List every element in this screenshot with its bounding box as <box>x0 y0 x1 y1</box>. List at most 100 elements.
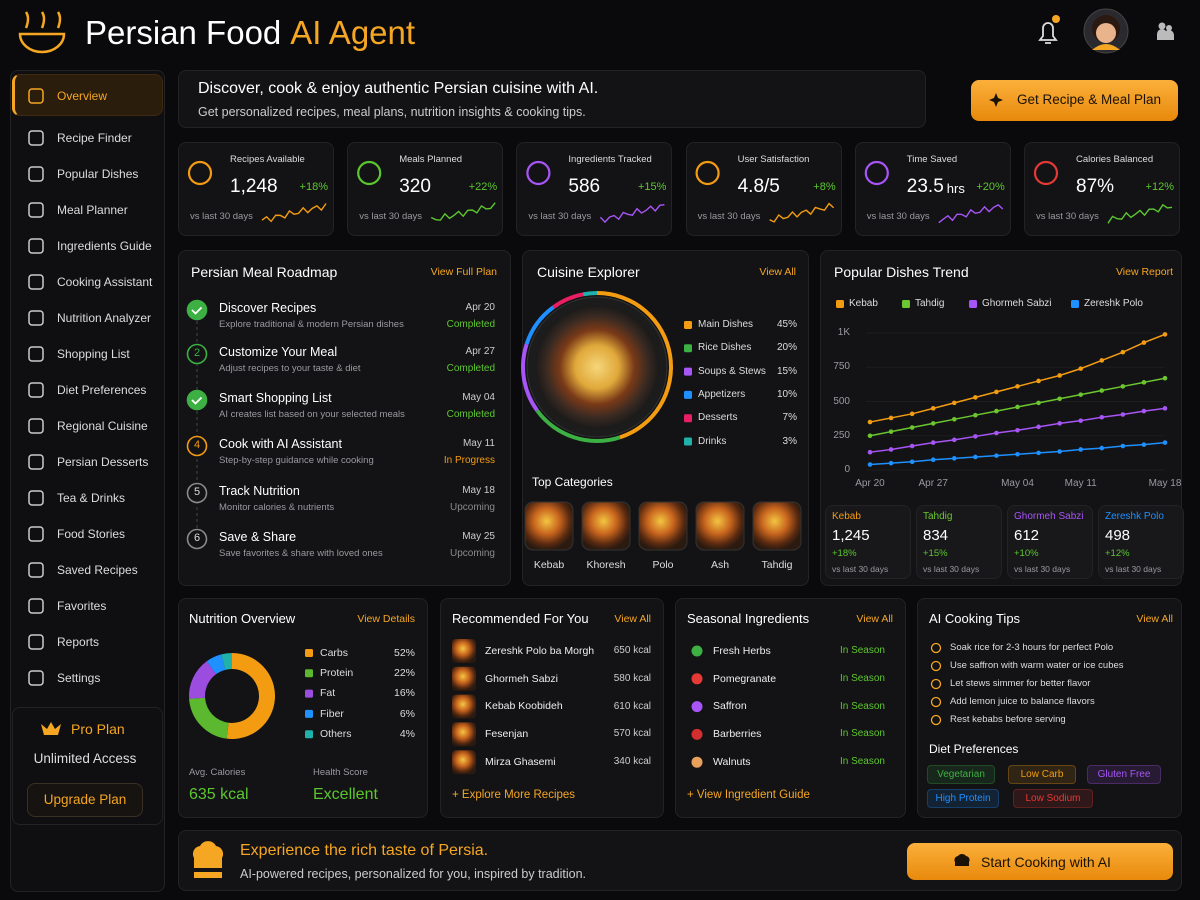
nav-item[interactable]: Recipe Finder <box>57 130 132 145</box>
nav-item[interactable]: Persian Desserts <box>57 454 149 469</box>
summary-value: 612 <box>1014 527 1040 544</box>
stat-icon <box>187 160 213 186</box>
recipe-name[interactable]: Ghormeh Sabzi <box>485 672 558 685</box>
summary-period: vs last 30 days <box>832 563 889 574</box>
nav-icon <box>28 526 44 542</box>
panel-link[interactable]: View Full Plan <box>430 265 497 278</box>
nav-item[interactable]: Saved Recipes <box>57 562 138 577</box>
tip-icon <box>930 660 942 672</box>
stat-period: vs last 30 days <box>697 211 761 223</box>
recipe-name[interactable]: Zereshk Polo ba Morgh <box>485 644 595 657</box>
panel-link[interactable]: View Report <box>1115 265 1173 278</box>
upgrade-button-label[interactable]: Upgrade Plan <box>43 791 127 807</box>
category-label[interactable]: Tahdig <box>761 558 793 571</box>
stat-period: vs last 30 days <box>1036 211 1099 223</box>
stat-period: vs last 30 days <box>359 211 423 223</box>
nav-item[interactable]: Shopping List <box>57 346 130 361</box>
users-icon[interactable] <box>1157 22 1174 41</box>
diet-tag-label[interactable]: Low Carb <box>1020 768 1064 780</box>
trend-point <box>973 454 978 460</box>
diet-tag <box>1013 789 1093 808</box>
trend-point <box>1141 340 1147 345</box>
panel-link[interactable]: View Details <box>357 612 415 625</box>
panel-title: Popular Dishes Trend <box>834 263 969 280</box>
nav-item[interactable]: Popular Dishes <box>57 166 139 181</box>
trend-point <box>1036 450 1041 456</box>
legend-swatch <box>969 300 977 308</box>
trend-point <box>1162 332 1168 337</box>
diet-tag-label[interactable]: Gluten Free <box>1097 768 1151 780</box>
cta-button-label[interactable]: Start Cooking with AI <box>981 853 1111 870</box>
panel-link[interactable]: View All <box>759 265 796 278</box>
notification-bell[interactable] <box>1038 15 1060 44</box>
nav-item[interactable]: Overview <box>57 88 108 103</box>
nav-item[interactable]: Settings <box>57 670 101 685</box>
hero-button-label[interactable]: Get Recipe & Meal Plan <box>1017 91 1162 107</box>
seasonal-panel <box>675 598 906 818</box>
trend-point <box>1015 451 1020 457</box>
ingredient-icon <box>691 645 703 657</box>
panel-link[interactable]: View All <box>1136 612 1173 625</box>
category-label[interactable]: Kebab <box>533 558 565 571</box>
trend-point <box>994 408 999 414</box>
step-title: Discover Recipes <box>219 300 317 315</box>
diet-tag <box>1087 765 1161 784</box>
nav-item[interactable]: Tea & Drinks <box>57 490 126 505</box>
legend-value: 15% <box>776 365 797 377</box>
diet-tag <box>1008 765 1076 784</box>
check-icon <box>191 306 203 315</box>
step-date: Apr 27 <box>465 346 495 357</box>
panel-link[interactable]: View All <box>614 612 651 625</box>
ingredient-status: In Season <box>839 672 885 684</box>
category-label[interactable]: Khoresh <box>586 558 626 571</box>
step-marker <box>186 299 208 321</box>
recipe-name[interactable]: Kebab Koobideh <box>485 700 563 713</box>
diet-tag-label[interactable]: Vegetarian <box>937 768 985 780</box>
step-status: Upcoming <box>449 502 495 513</box>
trend-point <box>909 425 915 430</box>
tip-text: Let stews simmer for better flavor <box>950 678 1091 690</box>
nav-item[interactable]: Meal Planner <box>57 202 128 217</box>
category-image <box>752 501 802 551</box>
step-marker <box>186 343 208 365</box>
step-date: May 18 <box>462 485 495 496</box>
trend-point <box>867 449 873 455</box>
stat-label: Recipes Available <box>230 154 305 166</box>
panel-link[interactable]: View All <box>856 612 893 625</box>
tip-icon <box>930 714 942 726</box>
recipe-name[interactable]: Mirza Ghasemi <box>485 755 556 768</box>
trend-point <box>1120 443 1126 449</box>
category-label[interactable]: Polo <box>652 558 674 571</box>
nav-item[interactable]: Ingredients Guide <box>57 238 152 253</box>
stat-label: Time Saved <box>906 154 958 166</box>
trend-point <box>867 433 873 439</box>
trend-point <box>1099 358 1105 363</box>
nav-item[interactable]: Cooking Assistant <box>57 274 153 289</box>
nav-item[interactable]: Favorites <box>57 598 107 613</box>
nav-item[interactable]: Regional Cuisine <box>57 418 148 433</box>
nav-item[interactable]: Nutrition Analyzer <box>57 310 152 325</box>
footer-link[interactable]: + View Ingredient Guide <box>687 789 810 802</box>
title-main: Persian Food <box>85 14 282 51</box>
nav-icon <box>28 670 44 686</box>
stat-icon <box>357 160 382 186</box>
stat-label: Calories Balanced <box>1076 154 1154 166</box>
nav-icon <box>28 634 44 650</box>
step-number: 4 <box>193 439 201 452</box>
recipe-calories: 610 kcal <box>613 700 651 712</box>
legend-label: Protein <box>320 667 354 679</box>
nav-item[interactable]: Diet Preferences <box>57 382 147 397</box>
recipe-thumbnail <box>452 722 476 747</box>
recipe-name[interactable]: Fesenjan <box>485 728 529 741</box>
user-avatar[interactable] <box>1083 8 1129 54</box>
legend-value: 3% <box>782 435 797 447</box>
diet-tag-label[interactable]: High Protein <box>935 792 991 804</box>
trend-point <box>909 443 915 449</box>
diet-tag-label[interactable]: Low Sodium <box>1025 792 1081 804</box>
check-icon <box>191 396 203 405</box>
footer-link[interactable]: + Explore More Recipes <box>452 789 576 802</box>
nav-item[interactable]: Reports <box>57 634 100 649</box>
nav-item[interactable]: Food Stories <box>57 526 126 541</box>
category-label[interactable]: Ash <box>710 558 730 571</box>
trend-point <box>930 440 936 445</box>
